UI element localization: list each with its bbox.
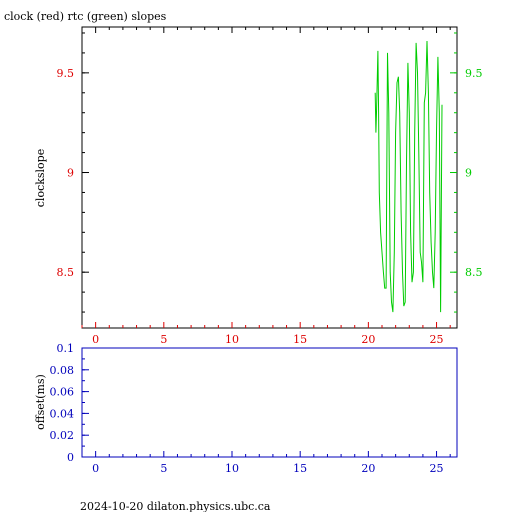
top-y-tick-label-left: 9 (67, 167, 74, 180)
bottom-x-tick-label: 20 (361, 462, 375, 475)
bottom-x-tick-label: 0 (92, 462, 99, 475)
top-y-axis-right: 8.5 9 9.5 (450, 32, 483, 313)
top-series-group (374, 40, 443, 313)
bottom-x-tick-label: 5 (160, 462, 167, 475)
series-line-0 (374, 40, 443, 313)
top-y-tick-label-left: 9.5 (57, 67, 75, 80)
top-x-tick-label: 0 (92, 333, 99, 346)
bottom-y-tick-label: 0.06 (50, 386, 75, 399)
bottom-x-axis: 0 5 10 15 20 25 (81, 451, 451, 475)
bottom-x-tick-label: 10 (225, 462, 239, 475)
top-y-tick-label-right: 9.5 (465, 67, 483, 80)
top-y-tick-label-right: 9 (465, 167, 472, 180)
bottom-y-axis: 0 0.02 0.04 0.06 0.08 0.1 (50, 342, 89, 464)
bottom-y-tick-label: 0 (67, 451, 74, 464)
top-y-axis-left: 8.5 9 9.5 (57, 32, 89, 313)
bottom-x-tick-label: 15 (293, 462, 307, 475)
top-y-axis-label: clockslope (34, 149, 47, 207)
top-y-tick-label-right: 8.5 (465, 266, 483, 279)
top-x-tick-label: 15 (293, 333, 307, 346)
top-plot-frame (81, 26, 458, 329)
bottom-y-tick-label: 0.1 (57, 342, 75, 355)
chart-title: clock (red) rtc (green) slopes (4, 10, 167, 23)
bottom-x-tick-label: 25 (430, 462, 444, 475)
top-x-tick-label: 10 (225, 333, 239, 346)
bottom-panel: 0 5 10 15 20 25 0 0.02 0.04 0.06 0.08 0.1 offset(m… (34, 342, 458, 475)
top-x-tick-label: 20 (361, 333, 375, 346)
bottom-y-tick-label: 0.04 (50, 407, 75, 420)
bottom-y-axis-label: offset(ms) (34, 374, 47, 430)
top-x-tick-label: 5 (160, 333, 167, 346)
footer-text: 2024-10-20 dilaton.physics.ubc.ca (80, 500, 271, 512)
top-y-tick-label-left: 8.5 (57, 266, 75, 279)
bottom-plot-frame (81, 347, 458, 458)
top-x-axis: 0 5 10 15 20 25 (81, 27, 451, 346)
bottom-y-tick-label: 0.02 (50, 429, 75, 442)
top-x-tick-label: 25 (430, 333, 444, 346)
top-panel: 0 5 10 15 20 25 8.5 9 9.5 8.5 9 9.5 clockslope (34, 26, 483, 346)
bottom-y-tick-label: 0.08 (50, 364, 75, 377)
